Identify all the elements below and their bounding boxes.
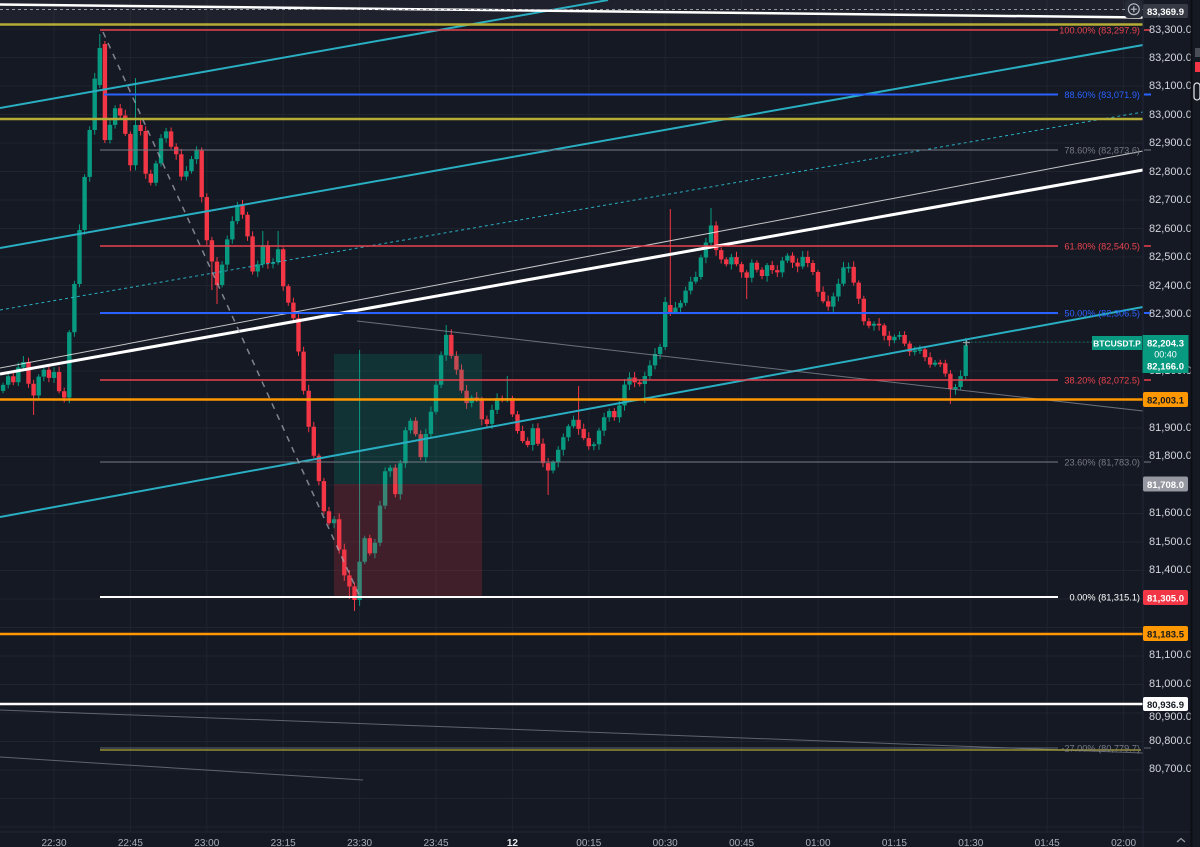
svg-text:50.00% (82,306.5): 50.00% (82,306.5) <box>1064 309 1140 319</box>
svg-text:81,100.0: 81,100.0 <box>1149 649 1192 661</box>
svg-text:81,500.0: 81,500.0 <box>1149 536 1192 548</box>
svg-text:01:15: 01:15 <box>882 838 907 847</box>
svg-text:82,600.0: 82,600.0 <box>1149 223 1192 235</box>
svg-text:81,183.5: 81,183.5 <box>1147 630 1185 641</box>
svg-text:BTCUSDT.P: BTCUSDT.P <box>1093 339 1141 349</box>
svg-text:23:15: 23:15 <box>271 838 296 847</box>
svg-text:00:15: 00:15 <box>576 838 601 847</box>
svg-text:100.00% (83,297.9): 100.00% (83,297.9) <box>1059 26 1140 36</box>
svg-text:61.80% (82,540.5): 61.80% (82,540.5) <box>1064 242 1140 252</box>
svg-text:82,003.1: 82,003.1 <box>1147 396 1185 407</box>
svg-text:82,700.0: 82,700.0 <box>1149 194 1192 206</box>
svg-text:82,300.0: 82,300.0 <box>1149 308 1192 320</box>
svg-text:82,800.0: 82,800.0 <box>1149 166 1192 178</box>
svg-text:82,500.0: 82,500.0 <box>1149 251 1192 263</box>
svg-text:00:30: 00:30 <box>653 838 678 847</box>
svg-text:01:45: 01:45 <box>1035 838 1060 847</box>
svg-text:00:40: 00:40 <box>1154 350 1177 360</box>
svg-text:01:00: 01:00 <box>805 838 830 847</box>
svg-text:80,700.0: 80,700.0 <box>1149 763 1192 775</box>
svg-text:82,166.0: 82,166.0 <box>1147 362 1184 373</box>
svg-text:78.60% (82,873.6): 78.60% (82,873.6) <box>1064 146 1140 156</box>
svg-text:23.60% (81,783.0): 23.60% (81,783.0) <box>1064 458 1140 468</box>
svg-text:23:45: 23:45 <box>423 838 448 847</box>
svg-text:88.60% (83,071.9): 88.60% (83,071.9) <box>1064 90 1140 100</box>
svg-text:80,936.9: 80,936.9 <box>1147 700 1184 711</box>
svg-text:83,200.0: 83,200.0 <box>1149 52 1192 64</box>
svg-text:22:45: 22:45 <box>118 838 143 847</box>
svg-text:12: 12 <box>507 838 519 847</box>
svg-text:82,400.0: 82,400.0 <box>1149 280 1192 292</box>
svg-text:38.20% (82,072.5): 38.20% (82,072.5) <box>1064 376 1140 386</box>
svg-text:83,100.0: 83,100.0 <box>1149 80 1192 92</box>
svg-text:81,000.0: 81,000.0 <box>1149 678 1192 690</box>
svg-text:81,800.0: 81,800.0 <box>1149 450 1192 462</box>
svg-text:23:00: 23:00 <box>194 838 219 847</box>
svg-text:80,800.0: 80,800.0 <box>1149 735 1192 747</box>
svg-text:82,900.0: 82,900.0 <box>1149 137 1192 149</box>
svg-text:81,400.0: 81,400.0 <box>1149 564 1192 576</box>
svg-text:22:30: 22:30 <box>41 838 66 847</box>
svg-text:83,369.9: 83,369.9 <box>1147 7 1184 18</box>
svg-text:23:30: 23:30 <box>347 838 372 847</box>
svg-text:80,900.0: 80,900.0 <box>1149 711 1192 723</box>
svg-text:82,204.3: 82,204.3 <box>1147 339 1184 350</box>
svg-text:81,900.0: 81,900.0 <box>1149 422 1192 434</box>
svg-text:-27.00% (80,779.7): -27.00% (80,779.7) <box>1061 744 1140 754</box>
svg-text:00:45: 00:45 <box>729 838 754 847</box>
svg-text:81,600.0: 81,600.0 <box>1149 507 1192 519</box>
svg-text:81,305.0: 81,305.0 <box>1147 594 1184 605</box>
svg-text:81,708.0: 81,708.0 <box>1147 480 1184 491</box>
svg-text:02:00: 02:00 <box>1111 838 1136 847</box>
svg-text:83,000.0: 83,000.0 <box>1149 109 1192 121</box>
svg-text:0.00% (81,315.1): 0.00% (81,315.1) <box>1070 593 1141 603</box>
svg-text:01:30: 01:30 <box>958 838 983 847</box>
svg-text:83,300.0: 83,300.0 <box>1149 24 1192 36</box>
